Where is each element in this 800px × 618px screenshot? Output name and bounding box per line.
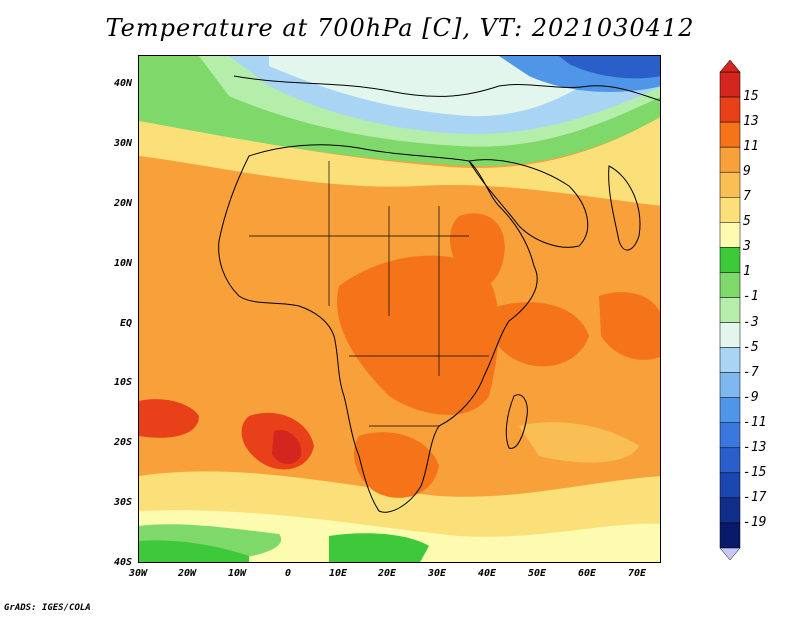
colorbar-swatch — [719, 297, 741, 323]
southern-ocean-yellow-patch — [519, 422, 639, 463]
lat-label-40n: 40N — [113, 78, 132, 89]
colorbar-swatch — [719, 447, 741, 474]
colorbar-swatch — [719, 497, 741, 524]
southern-green-3 — [139, 540, 249, 562]
temperature-map — [138, 55, 661, 563]
lon-label-40e: 40E — [477, 568, 497, 579]
map-title: Temperature at 700hPa [C], VT: 202103041… — [105, 14, 695, 42]
colorbar-bottom-arrow — [719, 547, 741, 561]
colorbar-swatch — [719, 222, 741, 248]
colorbar-tick-label: 5 — [743, 214, 751, 230]
colorbar-swatch — [719, 322, 741, 348]
colorbar-swatch — [719, 96, 741, 123]
colorbar — [718, 59, 742, 564]
lon-label-60e: 60E — [577, 568, 597, 579]
colorbar-swatch — [719, 247, 741, 273]
colorbar-tick-label: 13 — [743, 114, 759, 130]
lat-label-30s: 30S — [113, 497, 132, 508]
colorbar-swatch — [719, 272, 741, 298]
lon-label-0: 0 — [284, 568, 292, 579]
colorbar-tick-label: -13 — [743, 439, 767, 455]
europe-coastline — [233, 75, 660, 101]
lon-label-30w: 30W — [128, 568, 148, 579]
madagascar-outline — [505, 394, 528, 449]
colorbar-tick-label: -9 — [743, 389, 759, 405]
east-ocean-deep-orange — [599, 292, 660, 360]
lon-label-20w: 20W — [177, 568, 197, 579]
colorbar-tick-label: -3 — [743, 314, 759, 330]
colorbar-swatch — [719, 472, 741, 499]
lat-label-20s: 20S — [113, 437, 132, 448]
southern-africa-deep-orange — [354, 432, 439, 498]
indian-ocean-deep-orange — [490, 302, 589, 367]
colorbar-swatch — [719, 397, 741, 423]
colorbar-tick-label: 7 — [743, 189, 751, 205]
lon-label-10w: 10W — [227, 568, 247, 579]
colorbar-swatch — [719, 422, 741, 449]
colorbar-swatch — [719, 197, 741, 223]
east-africa-deep-orange — [449, 213, 505, 287]
colorbar-tick-label: -11 — [743, 414, 767, 430]
colorbar-tick-label: -5 — [743, 339, 759, 355]
colorbar-tick-label: 1 — [743, 264, 751, 280]
colorbar-swatch — [719, 121, 741, 148]
lat-label-40s: 40S — [113, 557, 132, 568]
lon-label-70e: 70E — [627, 568, 647, 579]
lat-label-eq: EQ — [119, 318, 132, 329]
lat-label-30n: 30N — [113, 138, 132, 149]
lon-label-30e: 30E — [427, 568, 447, 579]
africa-coastline — [218, 144, 538, 513]
colorbar-tick-label: 9 — [743, 164, 751, 180]
india-coastline — [608, 165, 641, 251]
colorbar-tick-label: 3 — [743, 239, 751, 255]
colorbar-swatch — [719, 171, 741, 198]
lon-label-20e: 20E — [377, 568, 397, 579]
arabia-coastline — [468, 159, 589, 248]
colorbar-tick-label: -17 — [743, 489, 767, 505]
colorbar-tick-label: 15 — [743, 89, 759, 105]
lon-label-10e: 10E — [328, 568, 348, 579]
colorbar-graphic — [719, 59, 741, 561]
colorbar-tick-label: -7 — [743, 364, 759, 380]
lat-label-10n: 10N — [113, 258, 132, 269]
colorbar-tick-label: -15 — [743, 464, 767, 480]
colorbar-swatch — [719, 71, 741, 98]
colorbar-swatch — [719, 347, 741, 373]
colorbar-swatch — [719, 146, 741, 173]
colorbar-swatch — [719, 372, 741, 398]
northern-dark-blue — [559, 56, 660, 79]
central-deep-orange — [337, 255, 499, 415]
colorbar-top-arrow — [719, 59, 741, 73]
lat-label-20n: 20N — [113, 198, 132, 209]
northern-yellow-band — [139, 116, 660, 206]
software-credit: GrADS: IGES/COLA — [4, 603, 91, 613]
colorbar-tick-label: -1 — [743, 289, 759, 305]
colorbar-swatch — [719, 522, 741, 549]
atlantic-red-west — [139, 399, 199, 438]
lat-label-10s: 10S — [113, 377, 132, 388]
colorbar-tick-label: 11 — [743, 139, 759, 155]
lon-label-50e: 50E — [527, 568, 547, 579]
colorbar-tick-label: -19 — [743, 514, 767, 530]
country-borders — [249, 161, 489, 427]
southern-green-2 — [329, 533, 429, 562]
atlantic-dark-red — [272, 430, 302, 465]
northern-pale-blue — [269, 56, 589, 117]
